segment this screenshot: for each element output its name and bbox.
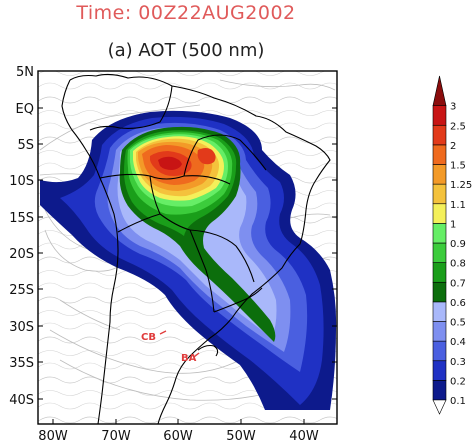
colorbar-bottom-arrow [432, 399, 447, 415]
aot-level-2.5 [158, 156, 182, 170]
colorbar-label: 0.1 [450, 396, 466, 407]
colorbar-segment [432, 321, 447, 342]
lat-axis: 5N EQ 5S 10S 15S 20S 25S 30S 35S 40S [9, 65, 337, 408]
site-ba: BA [181, 352, 200, 364]
colorbar: 0.1 0.2 0.3 0.4 0.5 0.6 0.7 0.8 0.9 1 1.1 1.25 1.5 2 2… [432, 75, 472, 415]
colorbar-segment [432, 242, 447, 263]
colorbar-segment [432, 360, 447, 381]
lat-tick-25s: 25S [9, 283, 34, 298]
lon-tick-50w: 50W [226, 429, 256, 441]
lat-tick-eq: EQ [16, 102, 34, 117]
colorbar-label: 0.5 [450, 318, 466, 329]
time-title: Time: 00Z22AUG2002 [76, 2, 296, 24]
lon-axis: 80W 70W 60W 50W 40W [38, 419, 319, 441]
colorbar-label: 1.5 [450, 161, 466, 172]
colorbar-label: 2 [450, 141, 456, 152]
map-field [38, 71, 337, 424]
lat-tick-10s: 10S [9, 174, 34, 189]
lat-tick-40s: 40S [9, 393, 34, 408]
aot-field [40, 110, 337, 410]
colorbar-segment [432, 340, 447, 362]
lat-tick-5n: 5N [16, 65, 34, 80]
colorbar-segment [432, 281, 447, 303]
coastlines [61, 73, 331, 424]
colorbar-segment [432, 164, 447, 185]
colorbar-segment [432, 183, 447, 205]
lon-tick-60w: 60W [163, 429, 193, 441]
colorbar-segment [432, 124, 447, 146]
lon-tick-70w: 70W [101, 429, 131, 441]
map-title: (a) AOT (500 nm) [107, 40, 265, 61]
colorbar-segment [432, 301, 447, 322]
country-borders [89, 85, 267, 313]
south-america-coast [69, 73, 331, 424]
site-cb: CB [141, 330, 167, 343]
rio-de-la-plata [197, 344, 219, 357]
lat-tick-20s: 20S [9, 247, 34, 262]
lat-tick-5s: 5S [17, 138, 34, 153]
colorbar-label: 0.6 [450, 298, 466, 309]
colorbar-segment [432, 380, 447, 401]
colorbar-label: 0.2 [450, 376, 466, 387]
colorbar-segment [432, 223, 447, 244]
site-marker-cb [159, 330, 167, 335]
lon-tick-40w: 40W [289, 429, 319, 441]
lat-tick-15s: 15S [9, 211, 34, 226]
colorbar-segment [432, 144, 447, 165]
colorbar-label: 0.3 [450, 357, 466, 368]
colorbar-segment [432, 105, 447, 126]
site-label-cb: CB [141, 332, 156, 343]
colorbar-label: 0.7 [450, 278, 466, 289]
colorbar-label: 1.1 [450, 200, 466, 211]
colorbar-segment [432, 262, 447, 283]
colorbar-label: 0.9 [450, 239, 466, 250]
lon-tick-80w: 80W [38, 429, 68, 441]
map-frame [37, 70, 338, 425]
site-label-ba: BA [181, 353, 197, 364]
site-marker-ba [193, 352, 200, 358]
colorbar-label: 1 [450, 219, 456, 230]
colorbar-top-arrow [432, 75, 447, 106]
colorbar-label: 2.5 [450, 121, 466, 132]
colorbar-label: 0.4 [450, 337, 466, 348]
lat-tick-30s: 30S [9, 320, 34, 335]
colorbar-label: 3 [450, 102, 456, 113]
colorbar-segment [432, 203, 447, 224]
pacific-coast [61, 79, 119, 424]
aot-level-2-east [197, 148, 216, 165]
colorbar-label: 1.25 [450, 180, 472, 191]
colorbar-label: 0.8 [450, 259, 466, 270]
lat-tick-35s: 35S [9, 356, 34, 371]
